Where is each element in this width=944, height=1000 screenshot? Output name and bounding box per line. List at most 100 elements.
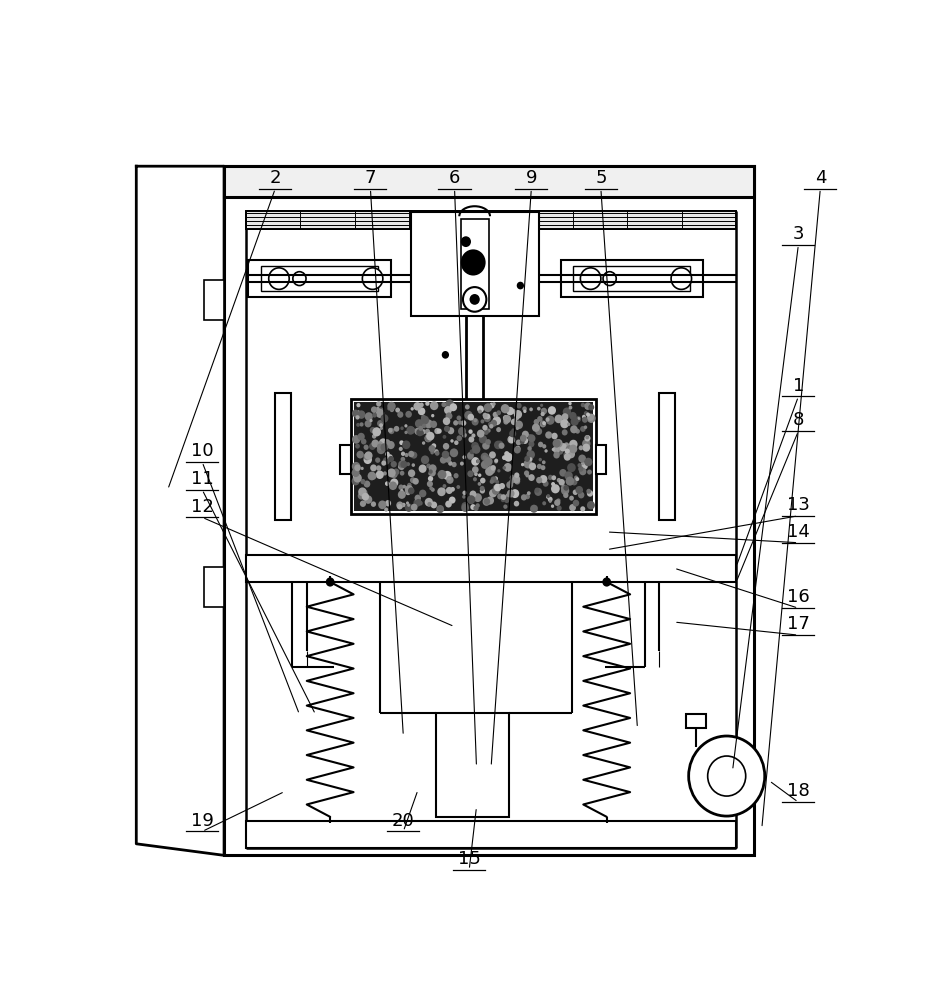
Circle shape — [408, 469, 415, 477]
Circle shape — [508, 435, 515, 444]
Circle shape — [564, 452, 569, 458]
Circle shape — [478, 473, 481, 477]
Bar — [224, 166, 754, 197]
Circle shape — [461, 236, 471, 247]
Circle shape — [554, 499, 561, 506]
Circle shape — [357, 451, 363, 459]
Circle shape — [561, 485, 567, 492]
Circle shape — [585, 435, 589, 439]
Text: 15: 15 — [458, 850, 480, 868]
Circle shape — [521, 494, 527, 501]
Circle shape — [573, 500, 580, 507]
Circle shape — [358, 492, 365, 500]
Circle shape — [405, 490, 411, 495]
Circle shape — [450, 439, 454, 443]
Circle shape — [503, 504, 508, 509]
Circle shape — [449, 403, 457, 411]
Circle shape — [528, 434, 535, 442]
Circle shape — [483, 498, 490, 505]
Circle shape — [582, 417, 588, 423]
Circle shape — [437, 487, 446, 496]
Bar — [354, 402, 593, 511]
Circle shape — [446, 487, 453, 494]
Circle shape — [528, 446, 531, 451]
Circle shape — [382, 457, 390, 465]
Circle shape — [565, 471, 573, 480]
Circle shape — [425, 498, 433, 507]
Circle shape — [474, 472, 478, 476]
Circle shape — [488, 422, 493, 427]
Circle shape — [372, 434, 377, 439]
Circle shape — [434, 449, 439, 454]
Circle shape — [411, 407, 413, 411]
Circle shape — [422, 424, 427, 428]
Circle shape — [487, 465, 496, 474]
Circle shape — [553, 446, 560, 453]
Circle shape — [387, 441, 395, 449]
Circle shape — [439, 472, 443, 476]
Circle shape — [422, 441, 425, 445]
Circle shape — [548, 475, 553, 480]
Circle shape — [480, 478, 485, 483]
Circle shape — [542, 460, 546, 464]
Circle shape — [456, 485, 460, 489]
Circle shape — [360, 422, 363, 427]
Circle shape — [429, 445, 435, 452]
Circle shape — [564, 453, 571, 461]
Circle shape — [541, 412, 545, 416]
Circle shape — [427, 481, 433, 487]
Circle shape — [476, 503, 480, 508]
Circle shape — [548, 500, 551, 503]
Circle shape — [524, 459, 532, 468]
Circle shape — [462, 433, 467, 438]
Circle shape — [449, 448, 458, 457]
Circle shape — [473, 477, 477, 481]
Circle shape — [351, 477, 360, 485]
Circle shape — [587, 414, 594, 421]
Circle shape — [380, 443, 388, 451]
Circle shape — [564, 485, 569, 491]
Circle shape — [462, 504, 469, 512]
Circle shape — [468, 436, 474, 443]
Circle shape — [446, 412, 452, 420]
Circle shape — [547, 494, 550, 498]
Circle shape — [353, 474, 362, 483]
Text: 19: 19 — [191, 812, 213, 830]
Circle shape — [454, 440, 459, 445]
Circle shape — [371, 406, 378, 413]
Circle shape — [381, 461, 386, 466]
Circle shape — [538, 442, 543, 447]
Circle shape — [502, 455, 507, 460]
Circle shape — [494, 483, 501, 491]
Circle shape — [510, 479, 514, 484]
Circle shape — [388, 456, 394, 462]
Circle shape — [505, 494, 510, 498]
Circle shape — [388, 483, 391, 486]
Circle shape — [579, 445, 583, 450]
Circle shape — [443, 417, 450, 425]
Circle shape — [389, 405, 393, 408]
Circle shape — [354, 464, 361, 471]
Circle shape — [565, 448, 570, 454]
Circle shape — [583, 425, 587, 429]
Circle shape — [581, 462, 584, 465]
Bar — [204, 280, 224, 320]
Circle shape — [540, 404, 543, 407]
Circle shape — [444, 406, 452, 414]
Circle shape — [603, 272, 616, 286]
Bar — [246, 821, 736, 848]
Circle shape — [388, 428, 393, 433]
Text: 4: 4 — [815, 169, 826, 187]
Circle shape — [483, 414, 488, 419]
Circle shape — [430, 421, 437, 428]
Circle shape — [360, 500, 366, 507]
Circle shape — [358, 433, 364, 440]
Circle shape — [463, 495, 465, 499]
Circle shape — [370, 427, 376, 433]
Circle shape — [376, 409, 384, 418]
Circle shape — [413, 402, 422, 411]
Circle shape — [400, 426, 404, 430]
Circle shape — [401, 503, 406, 507]
Circle shape — [421, 416, 430, 424]
Text: 7: 7 — [364, 169, 376, 187]
